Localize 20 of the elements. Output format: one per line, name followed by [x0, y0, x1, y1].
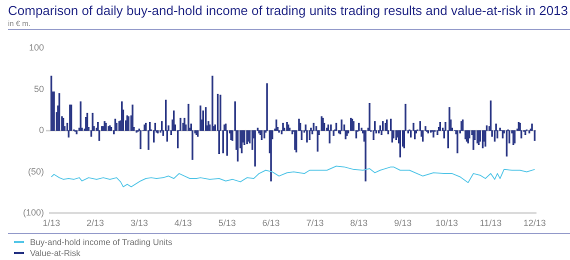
y-tick-label: (100): [22, 208, 44, 218]
legend-label: Value-at-Risk: [30, 248, 80, 258]
y-tick-label: 50: [34, 84, 44, 94]
y-tick-label: 100: [28, 42, 44, 52]
x-tick-label: 4/13: [174, 218, 192, 228]
chart-title: Comparison of daily buy-and-hold income of trading units trading results and value-at-risk in 2013: [8, 3, 568, 18]
y-tick-label: (50): [28, 166, 44, 176]
legend-label: Buy-and-hold income of Trading Units: [30, 236, 172, 246]
x-tick-label: 8/13: [350, 218, 368, 228]
x-tick-label: 9/13: [394, 218, 412, 228]
x-tick-label: 3/13: [130, 218, 148, 228]
x-tick-label: 11/13: [480, 218, 502, 228]
x-tick-label: 6/13: [262, 218, 280, 228]
x-tick-label: 7/13: [306, 218, 324, 228]
x-tick-label: 1/13: [42, 218, 60, 228]
x-tick-label: 2/13: [86, 218, 104, 228]
x-tick-label: 5/13: [218, 218, 236, 228]
y-tick-label: 0: [38, 125, 44, 136]
x-tick-label: 12/13: [523, 218, 546, 228]
x-tick-label: 10/13: [436, 218, 458, 228]
